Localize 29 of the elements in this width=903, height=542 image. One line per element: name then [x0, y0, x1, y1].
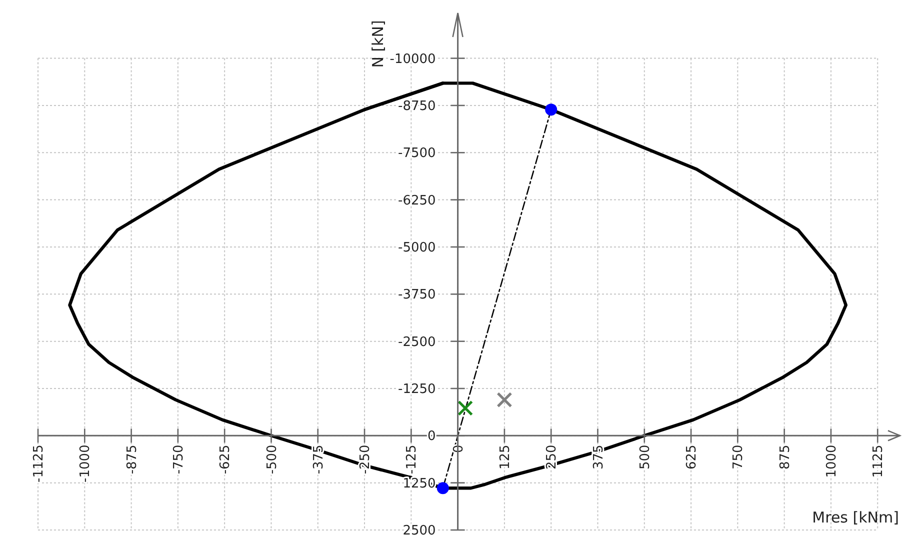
- y-tick-label: 2500: [402, 524, 436, 539]
- x-tick-label: -250: [358, 444, 374, 474]
- x-tick-label: 500: [638, 444, 653, 470]
- x-tick-label: 750: [731, 444, 746, 470]
- x-tick-label: -875: [124, 444, 140, 474]
- y-tick-label: -2500: [398, 334, 436, 350]
- y-axis-title: N [kN]: [369, 20, 388, 68]
- x-tick-label: -125: [404, 444, 420, 474]
- x-tick-label: -625: [218, 444, 234, 474]
- y-tick-label: -3750: [398, 288, 436, 303]
- x-tick-label: 875: [778, 444, 793, 470]
- y-tick-label: -6250: [398, 193, 436, 208]
- x-tick-label: -375: [311, 444, 326, 474]
- y-tick-label: -10000: [390, 52, 436, 67]
- x-tick-label: 1125: [871, 444, 886, 478]
- x-tick-label: 125: [498, 444, 513, 470]
- y-tick-label: -8750: [398, 99, 436, 114]
- x-tick-label: -750: [171, 444, 186, 474]
- x-tick-label: 1000: [824, 444, 840, 478]
- y-tick-label: -1250: [398, 382, 436, 398]
- x-tick-label: -1125: [32, 444, 47, 482]
- x-tick-label: 625: [684, 444, 700, 470]
- x-tick-label: -1000: [78, 444, 94, 482]
- x-tick-label: 250: [544, 444, 560, 470]
- x-axis-title: Mres [kNm]: [812, 508, 899, 526]
- y-tick-label: -7500: [398, 146, 436, 162]
- y-tick-label: -5000: [398, 240, 436, 256]
- x-tick-label: 375: [591, 444, 606, 470]
- x-tick-label: -500: [264, 444, 280, 474]
